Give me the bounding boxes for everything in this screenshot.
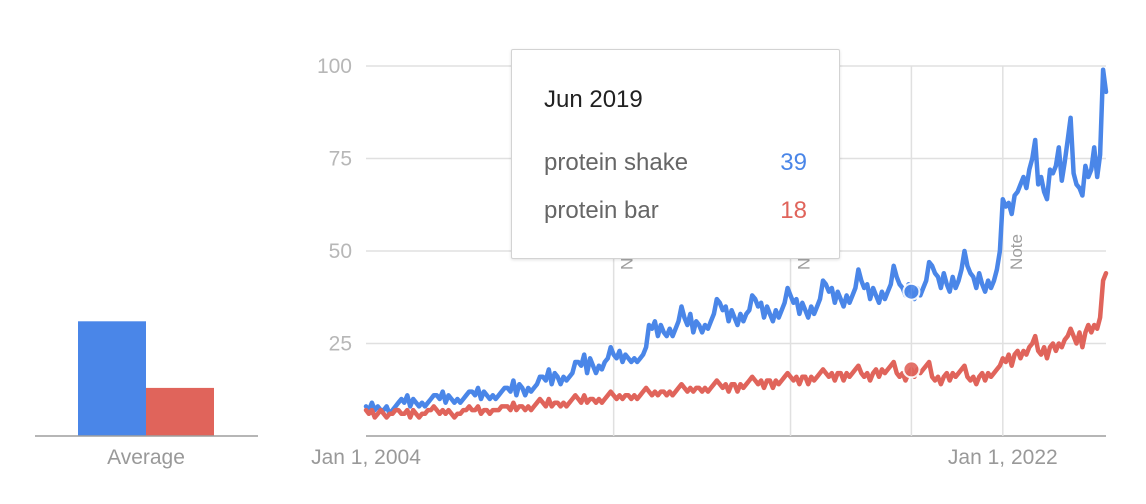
average-bar-protein-bar <box>146 387 214 436</box>
y-tick-label: 25 <box>329 333 352 356</box>
tooltip-series-name: protein shake <box>544 149 689 176</box>
tooltip-row: protein shake 39 <box>544 149 807 179</box>
tooltip-series-name: protein bar <box>544 197 659 224</box>
hover-tooltip: Jun 2019 protein shake 39 protein bar 18 <box>511 49 840 259</box>
x-tick-label: Jan 1, 2022 <box>948 446 1058 469</box>
note-label: Note <box>1007 234 1026 270</box>
average-label: Average <box>107 446 185 469</box>
y-tick-label: 100 <box>317 55 352 78</box>
y-tick-label: 75 <box>329 148 352 171</box>
x-tick-label: Jan 1, 2004 <box>311 446 421 469</box>
series-line-protein-shake <box>363 67 1109 417</box>
tooltip-series-value: 39 <box>780 149 807 176</box>
hover-point-protein-shake <box>902 282 921 301</box>
average-bar-protein-shake <box>78 321 146 436</box>
tooltip-row: protein bar 18 <box>544 197 807 227</box>
y-tick-label: 50 <box>329 240 352 263</box>
series-line-protein-bar <box>363 270 1109 420</box>
hover-point-protein-bar <box>902 360 921 379</box>
axis-labels: 25 50 75 100 Jan 1, 2004 Jan 1, 2022 <box>311 55 1058 469</box>
average-bar-chart: Average <box>35 321 258 469</box>
tooltip-title: Jun 2019 <box>544 86 643 113</box>
tooltip-series-value: 18 <box>780 197 807 224</box>
line-series[interactable] <box>363 67 1109 420</box>
hover-indicator <box>902 66 921 436</box>
